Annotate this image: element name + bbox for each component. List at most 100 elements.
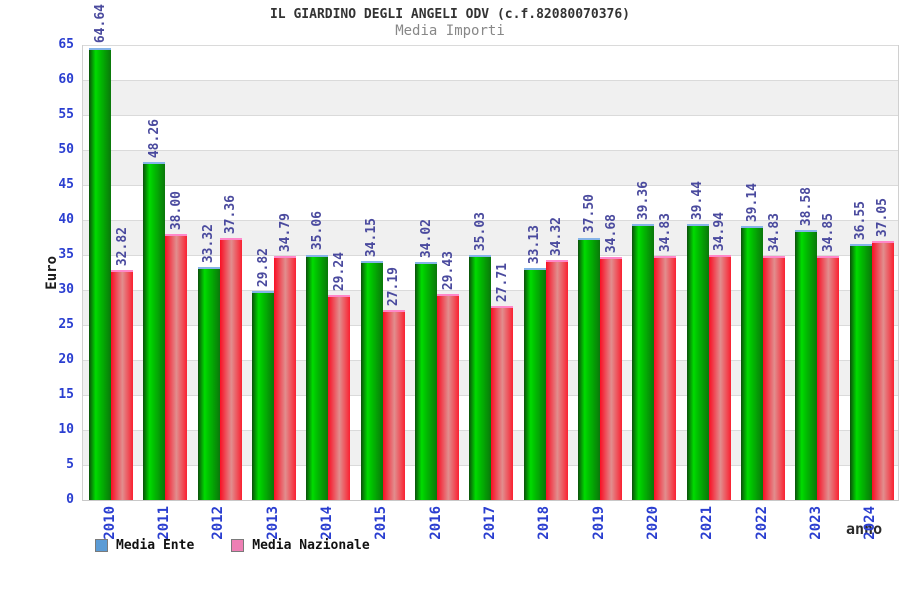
value-label: 37.05 bbox=[875, 197, 891, 237]
y-tick-label: 25 bbox=[58, 317, 74, 332]
bar-media-ente-2013 bbox=[252, 291, 274, 500]
value-label: 32.82 bbox=[114, 227, 130, 267]
bar-media-nazionale-2021 bbox=[708, 255, 731, 500]
bar-media-nazionale-2016 bbox=[437, 294, 459, 500]
value-label: 34.15 bbox=[364, 217, 380, 257]
value-label: 34.83 bbox=[766, 213, 782, 253]
value-label: 34.94 bbox=[712, 212, 728, 252]
year-label-2021: 2021 bbox=[699, 506, 716, 540]
year-label-2023: 2023 bbox=[807, 506, 824, 540]
y-tick-label: 30 bbox=[58, 282, 74, 297]
bar-media-ente-2023 bbox=[795, 229, 818, 500]
value-label: 27.19 bbox=[386, 266, 402, 306]
media-nazionale-swatch bbox=[231, 539, 245, 552]
bar-media-nazionale-2012 bbox=[219, 238, 242, 500]
value-label: 37.50 bbox=[581, 194, 597, 234]
value-label: 39.44 bbox=[690, 180, 706, 220]
bar-media-ente-2011 bbox=[143, 162, 166, 500]
bar-media-nazionale-2020 bbox=[654, 256, 677, 500]
year-label-2017: 2017 bbox=[481, 506, 498, 540]
bar-media-nazionale-2011 bbox=[165, 234, 188, 500]
y-tick-label: 60 bbox=[58, 72, 74, 87]
y-tick-label: 50 bbox=[58, 142, 74, 157]
value-label: 48.26 bbox=[146, 119, 162, 159]
value-label: 38.58 bbox=[798, 186, 814, 226]
value-label: 29.82 bbox=[255, 248, 271, 288]
value-label: 29.24 bbox=[331, 252, 347, 292]
year-label-2016: 2016 bbox=[427, 506, 444, 540]
bar-media-ente-2022 bbox=[741, 226, 763, 500]
bar-media-ente-2017 bbox=[469, 254, 492, 500]
media-nazionale-label: Media Nazionale bbox=[252, 538, 370, 553]
media-ente-swatch bbox=[95, 539, 108, 552]
year-label-2012: 2012 bbox=[210, 506, 227, 540]
bar-media-ente-2015 bbox=[360, 260, 383, 500]
bar-media-ente-2016 bbox=[415, 261, 437, 500]
bar-media-nazionale-2010 bbox=[111, 270, 133, 500]
bar-media-ente-2021 bbox=[686, 223, 709, 500]
year-label-2024: 2024 bbox=[862, 506, 879, 540]
chart-subtitle: Media Importi bbox=[395, 23, 505, 39]
year-label-2018: 2018 bbox=[536, 506, 553, 540]
value-label: 29.43 bbox=[440, 250, 456, 290]
bar-media-ente-2020 bbox=[632, 224, 655, 500]
value-label: 35.06 bbox=[309, 211, 325, 251]
bar-media-nazionale-2024 bbox=[871, 240, 894, 500]
value-label: 27.71 bbox=[494, 262, 510, 303]
bar-media-nazionale-2014 bbox=[328, 295, 351, 500]
year-label-2020: 2020 bbox=[644, 506, 661, 540]
value-label: 33.13 bbox=[527, 224, 543, 265]
bar-media-nazionale-2015 bbox=[382, 309, 405, 500]
year-label-2010: 2010 bbox=[101, 506, 118, 540]
y-tick-label: 15 bbox=[58, 387, 74, 402]
year-label-2022: 2022 bbox=[753, 506, 770, 540]
value-label: 39.36 bbox=[635, 181, 651, 221]
y-tick-label: 0 bbox=[66, 492, 74, 507]
year-label-2013: 2013 bbox=[264, 506, 281, 540]
bar-media-nazionale-2019 bbox=[600, 257, 622, 500]
bar-media-nazionale-2022 bbox=[763, 256, 785, 500]
y-tick-label: 45 bbox=[58, 177, 74, 192]
value-label: 64.64 bbox=[92, 4, 108, 44]
value-label: 34.68 bbox=[603, 214, 619, 254]
bar-media-nazionale-2018 bbox=[545, 259, 568, 500]
value-label: 34.32 bbox=[549, 216, 565, 256]
value-label: 38.00 bbox=[168, 190, 184, 230]
y-tick-label: 55 bbox=[58, 107, 74, 122]
bar-media-nazionale-2013 bbox=[274, 256, 296, 500]
bar-media-ente-2012 bbox=[197, 266, 220, 500]
value-label: 37.36 bbox=[223, 195, 239, 235]
legend: Media Ente Media Nazionale bbox=[95, 538, 370, 553]
bar-media-nazionale-2023 bbox=[817, 256, 840, 500]
year-label-2014: 2014 bbox=[318, 506, 335, 540]
anno-axis-label: anno bbox=[846, 520, 883, 538]
value-label: 34.85 bbox=[820, 212, 836, 253]
bar-media-ente-2019 bbox=[578, 237, 600, 500]
value-label: 34.02 bbox=[418, 218, 434, 258]
bar-media-ente-2014 bbox=[306, 254, 329, 500]
bar-media-ente-2018 bbox=[523, 268, 546, 500]
y-tick-label: 35 bbox=[58, 247, 74, 262]
year-label-2015: 2015 bbox=[373, 506, 390, 540]
value-label: 36.55 bbox=[853, 201, 869, 241]
y-tick-label: 20 bbox=[58, 352, 74, 367]
page-title: IL GIARDINO DEGLI ANGELI ODV (c.f.820800… bbox=[269, 7, 631, 22]
bar-media-ente-2024 bbox=[849, 244, 872, 500]
legend-item-media-ente: Media Ente bbox=[95, 538, 194, 553]
value-label: 39.14 bbox=[744, 182, 760, 223]
year-label-2019: 2019 bbox=[590, 506, 607, 540]
bar-media-ente-2010 bbox=[89, 47, 111, 500]
media-ente-label: Media Ente bbox=[116, 538, 195, 553]
y-tick-label: 65 bbox=[58, 37, 74, 52]
value-label: 33.32 bbox=[201, 223, 217, 263]
value-label: 34.79 bbox=[277, 213, 293, 253]
legend-item-media-nazionale: Media Nazionale bbox=[231, 538, 370, 553]
y-tick-label: 5 bbox=[66, 457, 74, 472]
bar-media-nazionale-2017 bbox=[491, 306, 514, 500]
y-tick-label: 10 bbox=[58, 422, 74, 437]
value-label: 35.03 bbox=[472, 211, 488, 251]
year-label-2011: 2011 bbox=[155, 506, 172, 540]
value-label: 34.83 bbox=[657, 213, 673, 253]
plot-area: 64.64 32.82 48.26 38.00 33.32 37.36 29.82 34.79… bbox=[82, 4, 899, 501]
